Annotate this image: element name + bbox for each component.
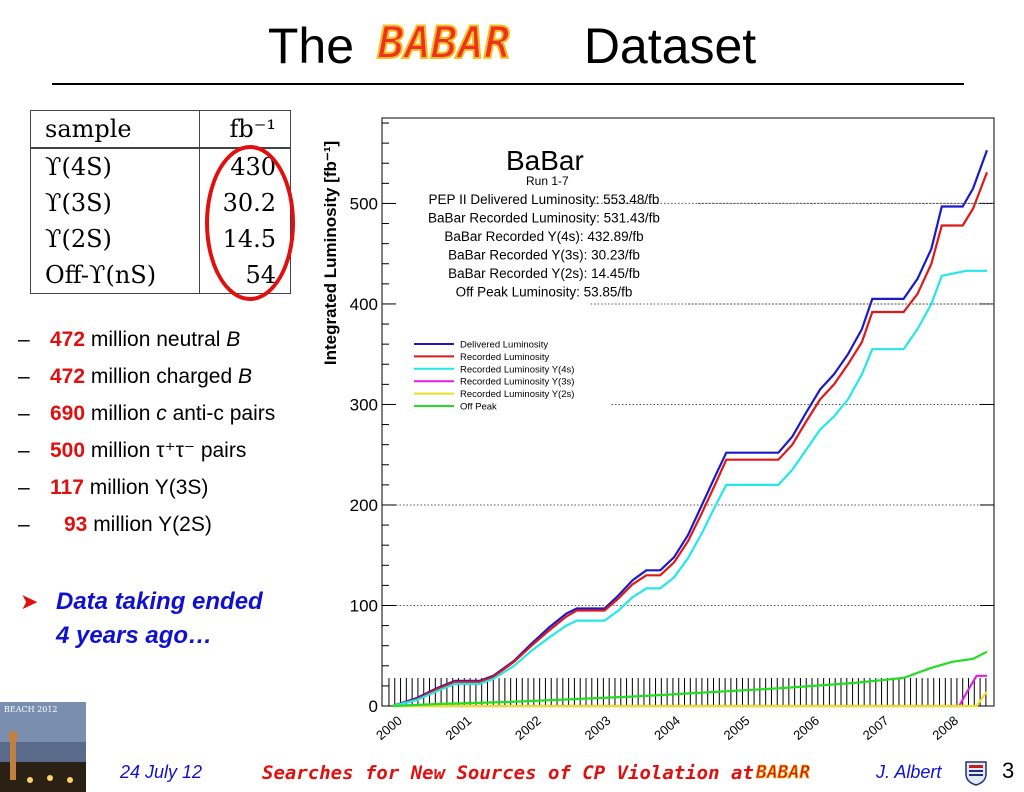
page-number: 3	[1002, 758, 1015, 783]
series-line	[392, 171, 989, 708]
bullet-italic: c	[156, 402, 167, 425]
table-cell-sample: ϒ(4S)	[30, 148, 200, 185]
chart-annotation: BaBar Recorded Y(3s): 30.23/fb	[448, 248, 640, 263]
table-header-sample: sample	[30, 110, 200, 149]
legend-label: Recorded Luminosity Y(3s)	[460, 377, 574, 388]
chart-annotation: Off Peak Luminosity: 53.85/fb	[456, 285, 633, 300]
list-item: –690 million c anti-c pairs	[18, 395, 275, 432]
svg-text:BABAR: BABAR	[377, 18, 510, 69]
bullet-tail: anti-c pairs	[166, 402, 276, 425]
footer-date: 24 July 12	[120, 762, 203, 782]
y-tick-label: 0	[369, 697, 378, 716]
bullet-dash: –	[18, 402, 30, 425]
bullet-italic: B	[237, 365, 252, 388]
chart-series	[392, 149, 989, 708]
table-cell-sample: ϒ(2S)	[30, 221, 200, 257]
event-count-list: –472 million neutral B –472 million char…	[18, 321, 275, 543]
title-suffix: Dataset	[583, 18, 757, 74]
chart-annotation: BaBar Recorded Y(2s): 14.45/fb	[448, 266, 640, 281]
bullet-number: 472	[50, 365, 86, 388]
footer-talk-text: Searches for New Sources of CP Violation…	[262, 762, 754, 784]
legend-label: Delivered Luminosity	[460, 340, 548, 351]
chart-annotation: PEP II Delivered Luminosity: 553.48/fb	[429, 192, 660, 207]
conference-photo-icon: BEACH 2012	[0, 702, 86, 792]
legend-label: Recorded Luminosity	[460, 352, 549, 363]
bullet-text: million Y(3S)	[83, 476, 209, 499]
bullet-italic: B	[226, 328, 241, 351]
slide-title: The BABAR Dataset	[0, 14, 1024, 85]
bullet-number: 472	[50, 328, 86, 351]
y-tick-label: 200	[350, 496, 378, 515]
svg-text:BABAR: BABAR	[756, 762, 810, 782]
series-line	[392, 650, 988, 708]
chart-title: BaBar	[506, 145, 584, 176]
chart-y-axis-label: Integrated Luminosity [fb⁻¹]	[321, 141, 340, 365]
highlight-ellipse	[205, 145, 295, 301]
title-divider	[52, 83, 964, 85]
chart-annotation: BaBar Recorded Y(4s): 432.89/fb	[444, 229, 643, 244]
bullet-text: million charged	[85, 365, 238, 388]
bullet-dash: –	[18, 476, 30, 499]
legend-label: Off Peak	[460, 402, 497, 413]
bullet-number: 117	[50, 476, 84, 499]
bullet-text: million τ⁺τ⁻ pairs	[85, 439, 247, 462]
bullet-text: million Y(2S)	[87, 513, 212, 536]
footer-babar-logo: BABAR	[754, 760, 830, 787]
bullet-dash: –	[18, 513, 30, 536]
table-header-row: sample fb⁻¹	[30, 110, 291, 149]
footer-author: J. Albert	[876, 762, 942, 782]
title-prefix: The	[267, 18, 355, 74]
list-item: –500 million τ⁺τ⁻ pairs	[18, 432, 275, 469]
red-arrowhead-icon: ➤	[20, 589, 39, 614]
y-tick-label: 400	[350, 295, 378, 314]
list-item: – 93 million Y(2S)	[18, 506, 275, 543]
conclusion-text: Data taking ended 4 years ago…	[56, 588, 263, 649]
babar-logo: BABAR	[376, 14, 562, 85]
chart-annotation: BaBar Recorded Luminosity: 531.43/fb	[428, 211, 660, 226]
y-tick-label: 300	[350, 395, 378, 414]
table-cell-sample: ϒ(3S)	[30, 185, 200, 221]
bullet-text: million	[85, 402, 157, 425]
table-header-fb: fb⁻¹	[199, 110, 291, 149]
y-tick-label: 500	[350, 194, 378, 213]
svg-text:BEACH 2012: BEACH 2012	[4, 705, 58, 714]
bullet-dash: –	[18, 328, 30, 351]
list-item: –472 million neutral B	[18, 321, 275, 358]
bullet-number: 690	[50, 402, 86, 425]
university-crest-icon	[965, 761, 987, 786]
table-cell-sample: Off-ϒ(nS)	[30, 257, 200, 294]
series-line	[392, 269, 987, 708]
bullet-number: 93	[64, 513, 88, 536]
series-line	[392, 691, 988, 708]
y-tick-label: 100	[350, 596, 378, 615]
bullet-dash: –	[18, 439, 30, 462]
bullet-number: 500	[50, 439, 86, 462]
chart-subtitle: Run 1-7	[526, 174, 569, 188]
footer-talk-title: Searches for New Sources of CP Violation…	[262, 760, 830, 787]
chart-annotations: PEP II Delivered Luminosity: 553.48/fb Ba…	[428, 192, 994, 305]
legend-label: Recorded Luminosity Y(2s)	[460, 389, 574, 400]
bullet-dash: –	[18, 365, 30, 388]
bullet-text: million neutral	[85, 328, 227, 351]
legend-label: Recorded Luminosity Y(4s)	[460, 364, 574, 375]
list-item: –472 million charged B	[18, 358, 275, 395]
list-item: –117 million Y(3S)	[18, 469, 275, 506]
